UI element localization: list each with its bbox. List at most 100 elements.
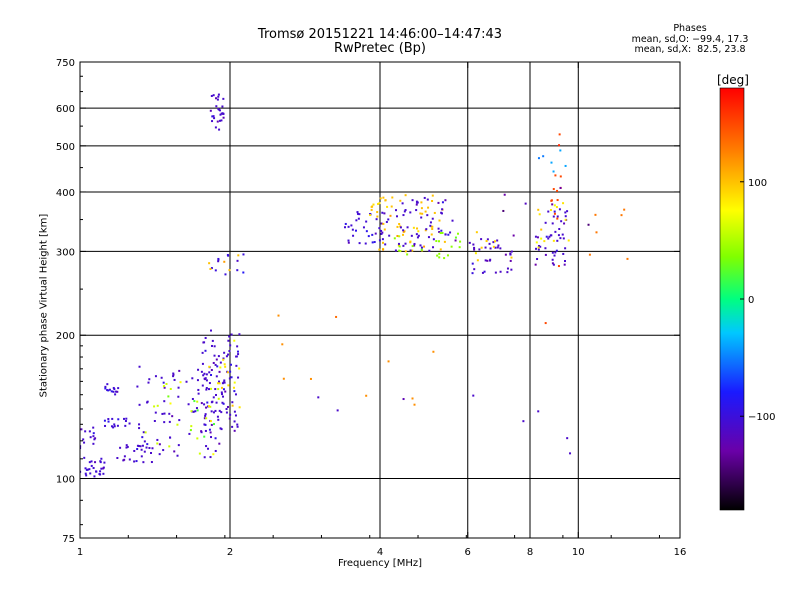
data-point — [473, 248, 476, 251]
data-point — [207, 388, 210, 391]
data-point — [94, 437, 97, 440]
data-point — [431, 194, 434, 197]
data-point — [216, 382, 219, 385]
data-point — [92, 442, 95, 445]
data-point — [432, 350, 435, 353]
colorbar-tick-label: 0 — [748, 295, 754, 306]
data-point — [350, 224, 353, 227]
data-point — [86, 468, 89, 471]
data-point — [216, 120, 219, 123]
data-point — [140, 455, 143, 458]
data-point — [587, 223, 590, 226]
data-point — [420, 248, 423, 251]
data-point — [198, 452, 201, 455]
data-point — [552, 188, 555, 191]
data-point — [230, 333, 233, 336]
data-point — [496, 239, 499, 242]
data-point — [559, 186, 562, 189]
data-point — [168, 436, 171, 439]
data-point — [557, 265, 560, 268]
data-point — [146, 443, 149, 446]
data-point — [173, 378, 176, 381]
data-point — [163, 421, 166, 424]
data-point — [403, 210, 406, 213]
data-point — [162, 381, 165, 384]
data-point — [480, 246, 483, 249]
data-point — [210, 423, 213, 426]
data-point — [89, 472, 92, 475]
data-point — [206, 401, 209, 404]
data-point — [399, 226, 402, 229]
data-point — [401, 202, 404, 205]
data-point — [535, 247, 538, 250]
data-point — [381, 231, 384, 234]
data-point — [553, 204, 556, 207]
data-point — [404, 209, 407, 212]
data-point — [553, 210, 556, 213]
data-point — [231, 404, 234, 407]
data-point — [177, 386, 180, 389]
data-point — [237, 254, 240, 257]
data-point — [90, 464, 93, 467]
data-point — [381, 238, 384, 241]
data-point — [499, 270, 502, 273]
data-point — [410, 234, 413, 237]
chart-subtitle: RwPretec (Bp) — [333, 41, 427, 56]
data-point — [179, 381, 182, 384]
data-point — [217, 418, 220, 421]
data-point — [113, 423, 116, 426]
data-point — [437, 201, 440, 204]
data-point — [430, 225, 433, 228]
data-point — [456, 232, 459, 235]
data-point — [544, 247, 547, 250]
data-point — [229, 370, 232, 373]
data-point — [148, 378, 151, 381]
data-point — [202, 374, 205, 377]
data-point — [416, 201, 419, 204]
data-point — [522, 420, 525, 423]
data-point — [438, 230, 441, 233]
data-point — [620, 214, 623, 217]
data-point — [474, 252, 477, 255]
data-point — [88, 461, 91, 464]
data-point — [402, 244, 405, 247]
data-point — [80, 447, 82, 450]
data-point — [211, 115, 214, 118]
data-point — [172, 375, 175, 378]
data-point — [113, 425, 116, 428]
data-point — [545, 235, 548, 238]
data-point — [396, 234, 399, 237]
data-point — [233, 420, 236, 423]
data-point — [459, 240, 462, 243]
data-point — [485, 240, 488, 243]
data-point — [496, 246, 499, 249]
data-point — [544, 253, 547, 256]
data-point — [207, 447, 210, 450]
data-point — [218, 109, 221, 112]
data-point — [524, 202, 527, 205]
data-point — [441, 201, 444, 204]
data-point — [218, 380, 221, 383]
data-point — [238, 333, 241, 336]
data-point — [203, 423, 206, 426]
data-point — [92, 426, 95, 429]
data-point — [210, 329, 213, 332]
data-point — [228, 417, 231, 420]
data-point — [214, 363, 217, 366]
data-point — [550, 199, 553, 202]
data-point — [554, 174, 557, 177]
data-point — [133, 460, 136, 463]
data-point — [138, 403, 141, 406]
data-point — [550, 161, 553, 164]
data-point — [217, 260, 220, 263]
data-point — [504, 253, 507, 256]
data-point — [411, 249, 414, 252]
data-point — [158, 453, 161, 456]
data-point — [150, 451, 153, 454]
data-point — [113, 388, 116, 391]
data-point — [84, 472, 87, 475]
data-point — [421, 212, 424, 215]
data-point — [117, 418, 120, 421]
data-point — [99, 473, 102, 476]
